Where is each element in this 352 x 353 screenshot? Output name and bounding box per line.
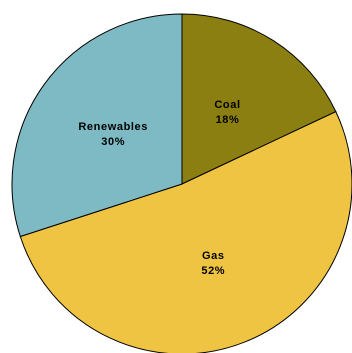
slice-value-gas: 52%: [201, 265, 225, 277]
slice-label-coal: Coal: [214, 99, 240, 111]
slice-value-renewables: 30%: [101, 136, 125, 148]
slice-label-gas: Gas: [202, 250, 225, 262]
pie-slices: [11, 13, 352, 353]
pie-slice-coal: [181, 13, 337, 185]
slice-value-coal: 18%: [216, 114, 240, 126]
pie-slice-renewables: [11, 13, 183, 238]
pie-labels: Coal 18% Gas 52% Renewables 30%: [78, 99, 240, 277]
slice-label-renewables: Renewables: [78, 121, 148, 133]
